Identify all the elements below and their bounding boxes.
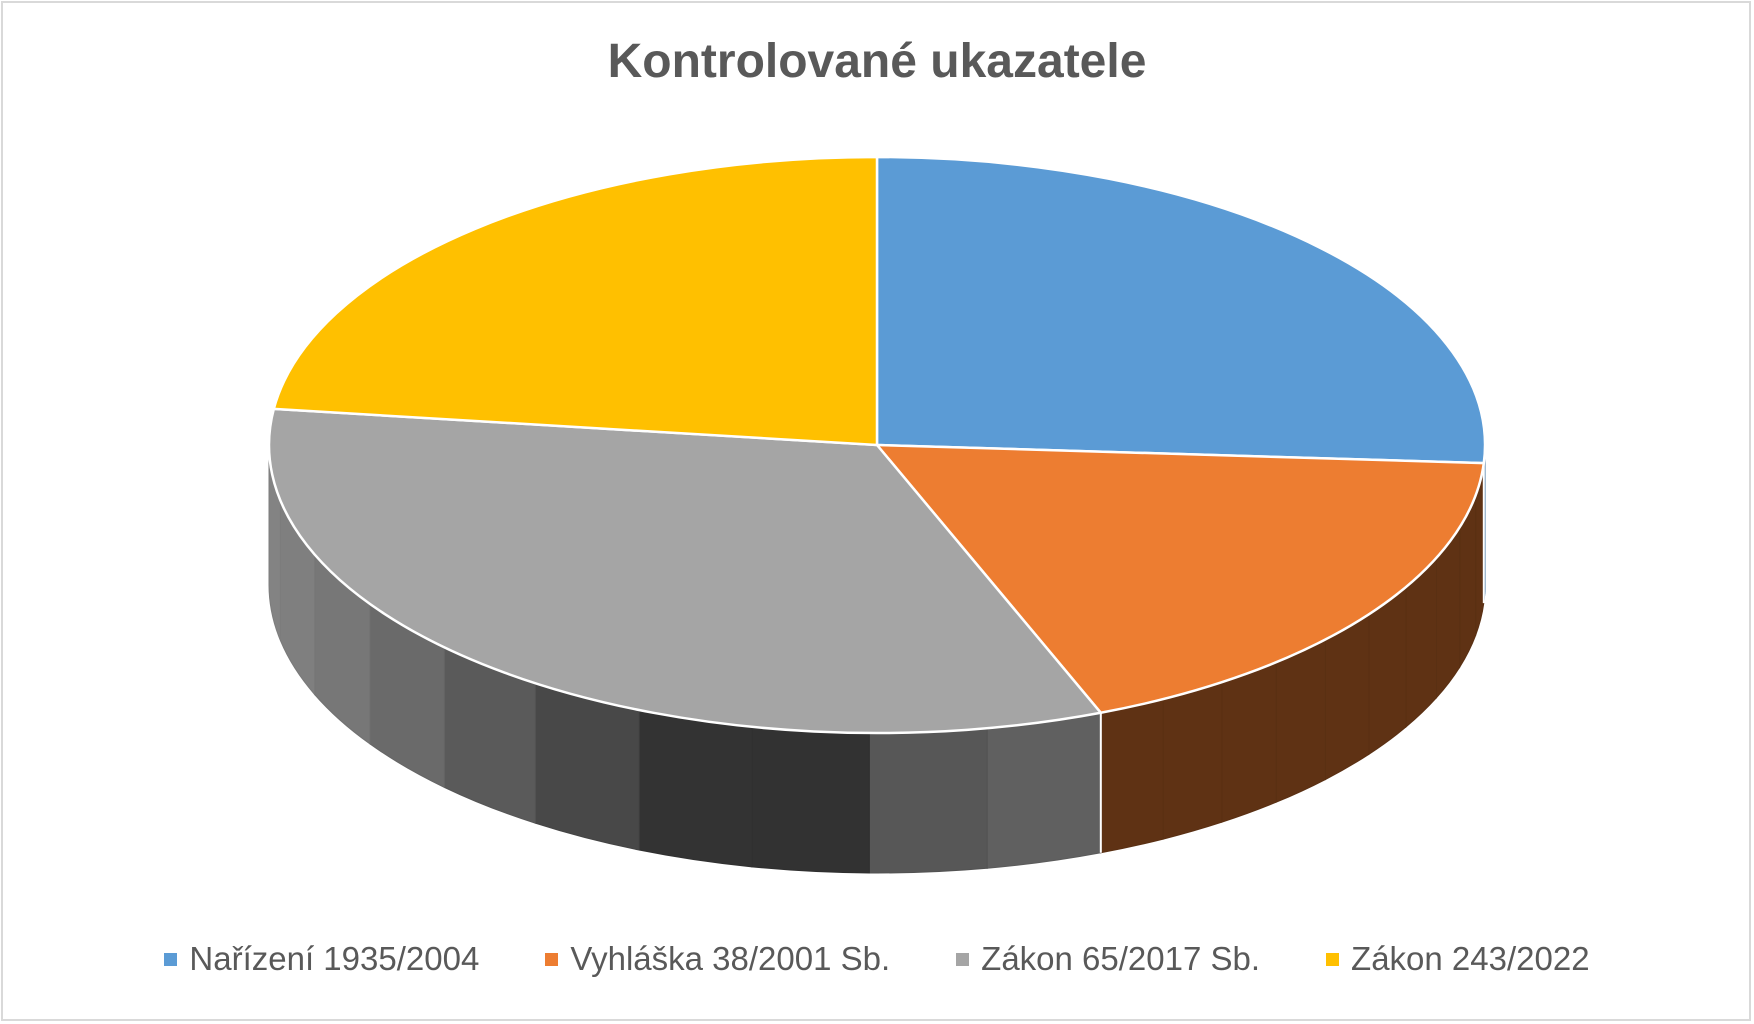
pie-side-segment [986, 712, 1102, 869]
legend: Nařízení 1935/2004 Vyhláška 38/2001 Sb. Zá… [0, 940, 1754, 978]
legend-item: Nařízení 1935/2004 [164, 940, 479, 978]
pie-side-segment [1100, 698, 1164, 854]
pie-side-segment [751, 726, 870, 874]
legend-label: Zákon 65/2017 Sb. [981, 940, 1261, 977]
pie-side-segment [638, 709, 753, 868]
legend-swatch [956, 952, 970, 966]
pie-side-segment [1275, 638, 1326, 803]
pie-side-segment [868, 727, 988, 874]
chart-title: Kontrolované ukazatele [607, 35, 1147, 88]
pie-side-segment [1162, 681, 1223, 840]
legend-label: Zákon 243/2022 [1351, 940, 1590, 977]
pie-side-walls [268, 444, 1486, 874]
pie-side-segment [1221, 661, 1277, 823]
legend-swatch [545, 952, 559, 966]
pie-side-segment [1324, 613, 1370, 781]
legend-item: Vyhláška 38/2001 Sb. [545, 940, 890, 978]
pie-slice: Nařízení 1935/2004 [875, 155, 1487, 465]
pie-slice: Zákon 243/2022 [272, 155, 879, 447]
legend-label: Vyhláška 38/2001 Sb. [570, 940, 891, 977]
legend-swatch [1326, 952, 1340, 966]
legend-item: Zákon 243/2022 [1326, 940, 1590, 978]
legend-item: Zákon 65/2017 Sb. [956, 940, 1260, 978]
legend-label: Nařízení 1935/2004 [189, 940, 480, 977]
pie-slice: Vyhláška 38/2001 Sb. [875, 443, 1486, 715]
pie-slice: Zákon 65/2017 Sb. [267, 407, 1103, 735]
legend-swatch [164, 952, 178, 966]
